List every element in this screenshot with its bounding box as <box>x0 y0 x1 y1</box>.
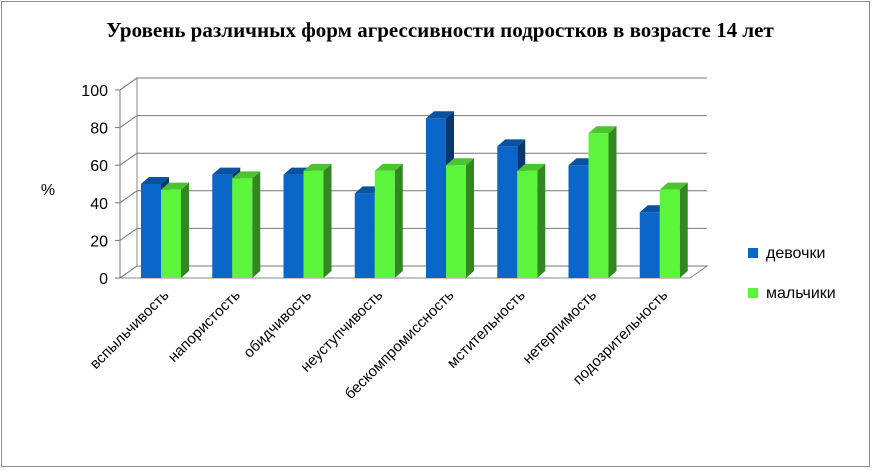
bar-side <box>394 163 403 278</box>
x-tick-labels: вспыльчивостьнапористостьобидчивостьнеус… <box>87 287 672 403</box>
bar-boys <box>517 163 546 278</box>
y-tick-label: 0 <box>99 271 108 288</box>
bar-top <box>161 182 189 190</box>
bar-boys <box>588 126 617 279</box>
bar-top <box>659 182 688 190</box>
gridline-diag <box>119 227 138 241</box>
y-tick-labels: 0 20 40 60 80 100 <box>81 83 108 288</box>
gridlines <box>115 77 707 279</box>
bar-front <box>568 165 589 278</box>
y-tick-label: 80 <box>90 121 108 138</box>
y-tick-label: 60 <box>90 158 108 175</box>
bar-front <box>354 193 375 278</box>
legend: девочки мальчики <box>748 245 836 302</box>
bar-front <box>141 184 161 278</box>
gridline-diag <box>119 77 138 91</box>
x-tick-label: напористость <box>165 287 244 366</box>
bar-top <box>426 111 454 119</box>
bar-boys <box>374 163 403 278</box>
x-tick-label: вспыльчивость <box>87 287 173 373</box>
bar-front <box>497 146 518 278</box>
bar-front <box>659 189 680 278</box>
bar-top <box>232 171 261 179</box>
legend-item: мальчики <box>748 285 836 302</box>
bar-top <box>446 158 474 166</box>
bar-top <box>212 167 241 175</box>
bar-side <box>466 158 474 278</box>
y-tick-label: 20 <box>90 233 108 250</box>
bar-front <box>446 165 466 278</box>
chart-title: Уровень различных форм агрессивности под… <box>106 18 774 42</box>
bar-top <box>517 163 546 171</box>
legend-swatch <box>748 288 758 298</box>
bar-side <box>537 163 546 278</box>
bar-boys <box>303 163 332 278</box>
bars <box>141 111 688 279</box>
bar-front <box>639 212 660 278</box>
bar-boys <box>161 182 189 278</box>
bar-top <box>497 139 526 147</box>
gridline-diag <box>119 190 138 204</box>
y-tick-label: 100 <box>81 83 108 100</box>
chart-walls <box>118 77 709 279</box>
x-tick-label: обидчивость <box>240 287 315 362</box>
gridline-diag <box>119 265 138 279</box>
bar-boys <box>446 158 474 278</box>
legend-swatch <box>748 248 758 258</box>
bar-front <box>161 189 181 278</box>
x-tick-label: нетерпимость <box>519 287 600 368</box>
bar-side <box>181 182 189 278</box>
legend-label: девочки <box>766 245 825 262</box>
bar-top <box>141 177 169 184</box>
bar-front <box>283 174 304 278</box>
bar-front <box>212 174 233 278</box>
bar-top <box>374 163 403 171</box>
gridline-diag <box>119 152 138 166</box>
floor <box>118 265 709 279</box>
side-wall <box>119 77 138 279</box>
bar-front <box>374 170 395 278</box>
bar-boys <box>232 171 261 278</box>
bar-top <box>303 163 332 171</box>
bar-front <box>588 133 609 278</box>
bar-side <box>252 171 261 278</box>
bar-front <box>517 170 538 278</box>
bar-front <box>303 170 324 278</box>
legend-label: мальчики <box>766 285 836 302</box>
legend-item: девочки <box>748 245 825 262</box>
gridline-diag <box>119 115 138 129</box>
bar-front <box>426 118 446 278</box>
bar-side <box>323 163 332 278</box>
y-tick-label: 40 <box>90 196 108 213</box>
y-axis-label: % <box>41 182 55 199</box>
bar-top <box>588 126 617 134</box>
bar-side <box>608 126 617 279</box>
bar-side <box>679 182 688 278</box>
bar-boys <box>659 182 688 278</box>
bar-front <box>232 178 253 278</box>
